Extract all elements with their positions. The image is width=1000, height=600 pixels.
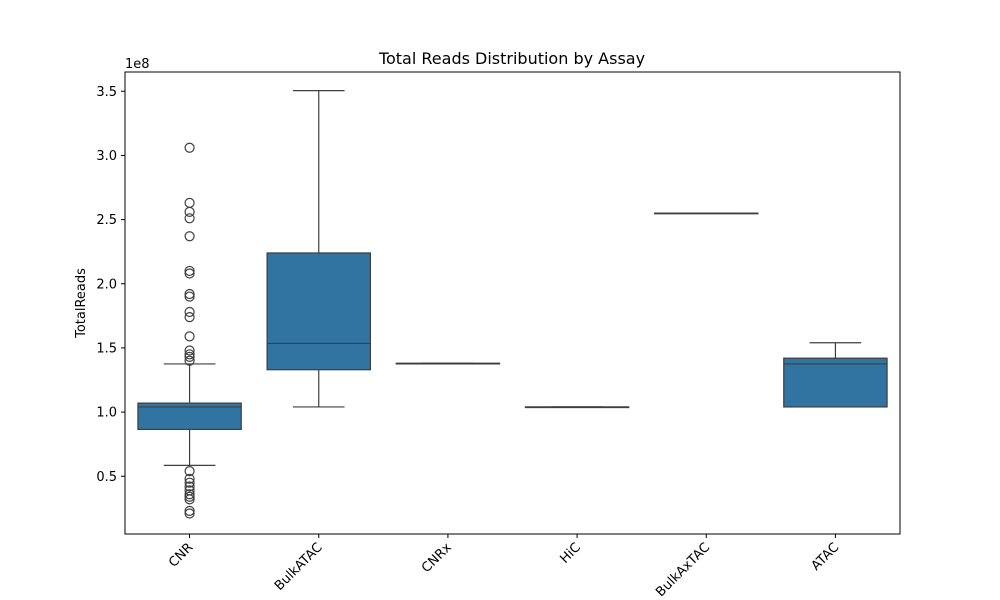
outlier-point [184,231,195,242]
outlier-point [184,268,195,279]
outlier-point [184,312,195,323]
box-group-cnr [137,142,242,519]
box-group-hic [524,406,630,409]
x-tick-label: CNRx [419,540,455,576]
outlier-point [184,345,195,356]
outlier-point [184,481,195,492]
outlier-point [184,349,195,360]
outlier-point [184,291,195,302]
x-tick-label: BulkATAC [272,540,326,594]
plot-area: 0.5 1.0 1.5 2.0 2.5 3.0 3.5 CNR BulkATAC CNRx HiC B… [96,85,888,600]
iqr-box [783,357,888,408]
outlier-point [184,505,195,516]
outlier-point [184,351,195,362]
box-group-cnrx [395,362,501,365]
y-tick-label: 1.5 [96,341,117,356]
chart-title: Total Reads Distribution by Assay [378,49,645,68]
outlier-point [184,477,195,488]
y-tick-label: 3.0 [96,149,117,164]
outlier-point [184,206,195,217]
plot-frame [124,71,901,535]
outlier-point [184,331,195,342]
outlier-point [184,142,195,153]
y-tick-label: 2.5 [96,213,117,228]
x-tick-label: BulkAxTAC [653,540,713,600]
outlier-point [184,306,195,318]
box-group-atac [783,342,888,408]
outlier-point [184,491,195,502]
y-tick-label: 1.0 [96,406,117,421]
y-axis-multiplier: 1e8 [125,57,150,72]
y-tick-label: 0.5 [96,470,117,485]
outlier-point [184,288,195,300]
outlier-point [184,466,195,477]
x-tick-label: CNR [166,540,196,570]
y-tick-label: 2.0 [96,277,117,292]
outlier-point [184,508,195,519]
x-tick-label: HiC [557,540,583,566]
iqr-box [266,252,372,371]
x-tick-label: ATAC [809,540,843,574]
outlier-point [184,197,195,208]
y-tick-label: 3.5 [96,85,117,100]
box-group-bulkatac [266,90,372,408]
outlier-point [184,489,195,500]
outlier-point [184,213,195,224]
box-group-bulkaxtac [653,212,759,215]
outlier-point [184,494,195,505]
outlier-point [184,355,195,366]
outlier-point [184,265,195,277]
outlier-point [184,473,195,484]
y-axis-label: TotalReads [74,268,89,339]
